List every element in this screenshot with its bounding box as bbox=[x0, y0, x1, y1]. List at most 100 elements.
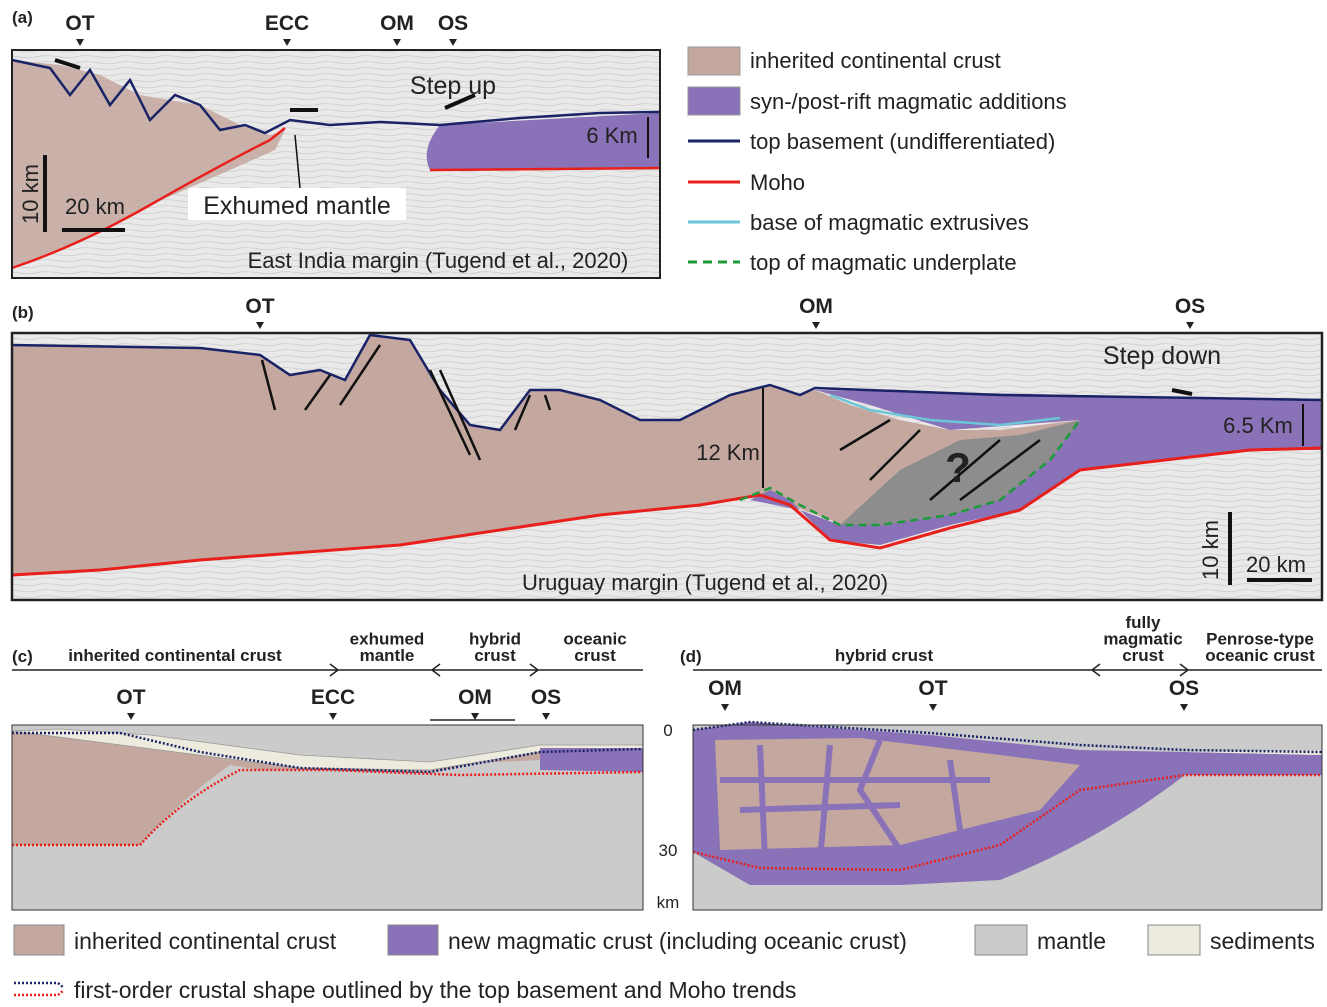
depth-label: 0 bbox=[663, 721, 672, 740]
annotation: ? bbox=[945, 444, 971, 491]
legend-line bbox=[14, 989, 65, 997]
legend-bottom bbox=[13, 924, 1201, 997]
oceanic-crust bbox=[540, 748, 643, 772]
intrusions bbox=[720, 738, 990, 861]
panel-frame bbox=[692, 724, 1323, 911]
marker-label: OS bbox=[531, 686, 561, 709]
marker-label: OT bbox=[245, 295, 274, 318]
legend-label: base of magmatic extrusives bbox=[750, 210, 1029, 235]
extrusive-base bbox=[829, 393, 1061, 427]
annotation: 6 Km bbox=[586, 123, 637, 148]
legend-label: inherited continental crust bbox=[74, 928, 337, 954]
domain-label: fully bbox=[1126, 613, 1161, 632]
label-box bbox=[188, 188, 406, 220]
depth-label: 30 bbox=[659, 841, 678, 860]
moho bbox=[11, 127, 286, 270]
marker-triangle bbox=[127, 713, 135, 720]
panel-label: (a) bbox=[12, 8, 33, 27]
marker-triangle bbox=[1186, 322, 1194, 329]
continental-crust bbox=[12, 60, 285, 268]
legend-swatch bbox=[687, 86, 741, 116]
legend-line bbox=[14, 981, 65, 989]
faults bbox=[260, 344, 1041, 501]
domain-label: mantle bbox=[360, 646, 415, 665]
marker-triangle bbox=[76, 39, 84, 46]
continental-crust bbox=[715, 738, 1080, 850]
arrows bbox=[54, 58, 476, 112]
top-basement bbox=[11, 58, 661, 135]
panel-label: (b) bbox=[12, 303, 34, 322]
marker-label: OM bbox=[380, 12, 414, 35]
panel-label: (c) bbox=[12, 647, 33, 666]
legend-label: new magmatic crust (including oceanic cr… bbox=[448, 928, 907, 954]
domain-label: crust bbox=[474, 646, 516, 665]
caption: Uruguay margin (Tugend et al., 2020) bbox=[522, 570, 888, 595]
annotation: 6.5 Km bbox=[1223, 413, 1293, 438]
magmatic-additions bbox=[750, 390, 1322, 545]
legend-label: syn-/post-rift magmatic additions bbox=[750, 89, 1067, 114]
scale-label: 20 km bbox=[65, 194, 125, 219]
panel-frame bbox=[11, 49, 661, 279]
outline-moho bbox=[692, 773, 1322, 872]
caption: East India margin (Tugend et al., 2020) bbox=[248, 248, 629, 273]
legend-swatch bbox=[974, 924, 1028, 956]
marker-label: OS bbox=[1175, 295, 1205, 318]
moho bbox=[429, 166, 661, 172]
marker-triangle bbox=[542, 713, 550, 720]
domain-label: magmatic bbox=[1103, 630, 1182, 649]
legend-label: top basement (undifferentiated) bbox=[750, 129, 1055, 154]
legend-swatch bbox=[387, 924, 439, 956]
marker-triangle bbox=[256, 322, 264, 329]
marker-triangle bbox=[929, 704, 937, 711]
legend-label: Moho bbox=[750, 170, 805, 195]
domain-label: exhumed bbox=[350, 630, 425, 649]
marker-label: OM bbox=[708, 677, 742, 700]
panel-label: (d) bbox=[680, 647, 702, 666]
marker-triangle bbox=[471, 713, 479, 720]
outline-moho bbox=[12, 768, 644, 847]
marker-triangle bbox=[393, 39, 401, 46]
legend-label: top of magmatic underplate bbox=[750, 250, 1017, 275]
continental-crust bbox=[12, 733, 643, 845]
depth-label: km bbox=[657, 893, 680, 912]
annotation: Exhumed mantle bbox=[203, 192, 391, 220]
domain-label: crust bbox=[1122, 646, 1164, 665]
legend-label: mantle bbox=[1037, 928, 1106, 954]
domain-arrows bbox=[693, 663, 1322, 677]
marker-label: ECC bbox=[265, 12, 309, 35]
scale-label: 20 km bbox=[1246, 552, 1306, 577]
domain-label: Penrose-type bbox=[1206, 630, 1314, 649]
legend-label: sediments bbox=[1210, 928, 1315, 954]
annotation: Step down bbox=[1103, 342, 1221, 370]
panel-a bbox=[11, 49, 661, 279]
underplate-unknown bbox=[840, 420, 1080, 525]
marker-label: OT bbox=[65, 12, 94, 35]
outline-top bbox=[692, 720, 1323, 754]
legend-top bbox=[687, 46, 741, 264]
panel-frame bbox=[11, 724, 644, 911]
marker-triangle bbox=[449, 39, 457, 46]
marker-triangle bbox=[1180, 704, 1188, 711]
marker-label: OM bbox=[458, 686, 492, 709]
legend-label: inherited continental crust bbox=[750, 48, 1001, 73]
marker-triangle bbox=[721, 704, 729, 711]
marker-label: ECC bbox=[311, 686, 355, 709]
scale-label: 10 km bbox=[18, 164, 43, 224]
legend-swatch bbox=[1147, 924, 1201, 956]
top-basement bbox=[11, 333, 1323, 432]
continental-crust bbox=[12, 335, 1080, 575]
domain-label: inherited continental crust bbox=[68, 646, 282, 665]
marker-label: OM bbox=[799, 295, 833, 318]
pointer bbox=[294, 134, 301, 189]
legend-swatch bbox=[687, 46, 741, 76]
panel-frame bbox=[10, 331, 1324, 602]
marker-label: OT bbox=[918, 677, 947, 700]
moho bbox=[11, 446, 1323, 577]
annotation: 12 Km bbox=[696, 440, 760, 465]
annotation: Step up bbox=[410, 72, 496, 100]
magmatic-additions bbox=[426, 113, 660, 170]
marker-label: OT bbox=[116, 686, 145, 709]
marker-label: OS bbox=[1169, 677, 1199, 700]
panel-d bbox=[692, 663, 1323, 911]
